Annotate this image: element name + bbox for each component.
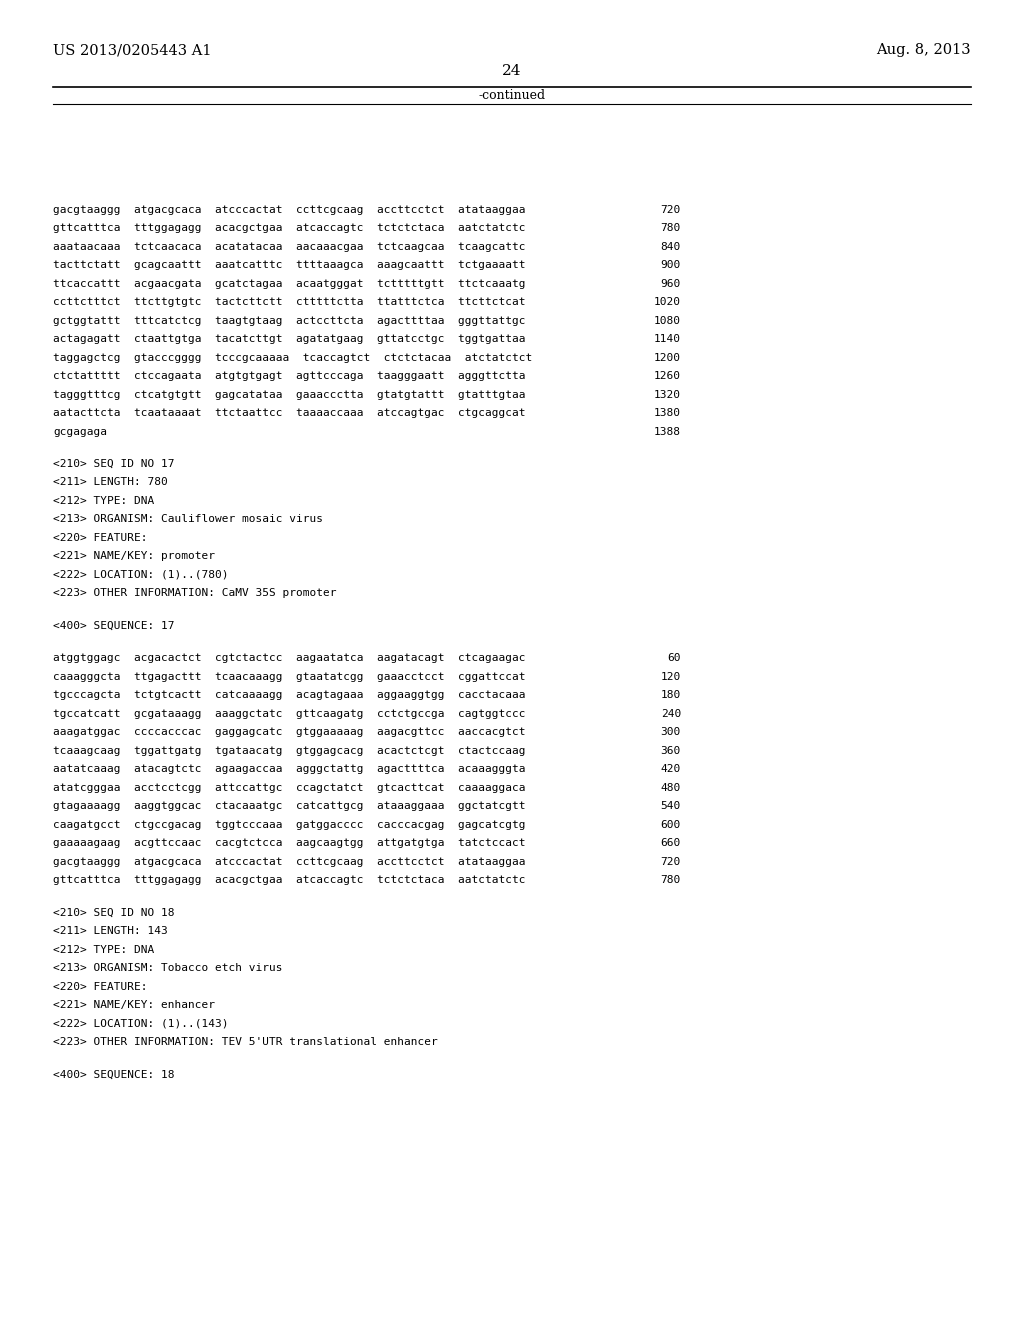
Text: 360: 360 bbox=[660, 746, 681, 756]
Text: 1260: 1260 bbox=[654, 371, 681, 381]
Text: <400> SEQUENCE: 17: <400> SEQUENCE: 17 bbox=[53, 620, 175, 631]
Text: ttcaccattt  acgaacgata  gcatctagaa  acaatgggat  tctttttgtt  ttctcaaatg: ttcaccattt acgaacgata gcatctagaa acaatgg… bbox=[53, 279, 525, 289]
Text: 240: 240 bbox=[660, 709, 681, 718]
Text: <213> ORGANISM: Tobacco etch virus: <213> ORGANISM: Tobacco etch virus bbox=[53, 964, 283, 973]
Text: atatcgggaa  acctcctcgg  attccattgc  ccagctatct  gtcacttcat  caaaaggaca: atatcgggaa acctcctcgg attccattgc ccagcta… bbox=[53, 783, 525, 793]
Text: gtagaaaagg  aaggtggcac  ctacaaatgc  catcattgcg  ataaaggaaa  ggctatcgtt: gtagaaaagg aaggtggcac ctacaaatgc catcatt… bbox=[53, 801, 525, 812]
Text: US 2013/0205443 A1: US 2013/0205443 A1 bbox=[53, 44, 212, 57]
Text: aaataacaaa  tctcaacaca  acatatacaa  aacaaacgaa  tctcaagcaa  tcaagcattc: aaataacaaa tctcaacaca acatatacaa aacaaac… bbox=[53, 242, 525, 252]
Text: 180: 180 bbox=[660, 690, 681, 700]
Text: tgccatcatt  gcgataaagg  aaaggctatc  gttcaagatg  cctctgccga  cagtggtccc: tgccatcatt gcgataaagg aaaggctatc gttcaag… bbox=[53, 709, 525, 718]
Text: 660: 660 bbox=[660, 838, 681, 849]
Text: 60: 60 bbox=[668, 653, 681, 663]
Text: 1200: 1200 bbox=[654, 352, 681, 363]
Text: 720: 720 bbox=[660, 857, 681, 867]
Text: tgcccagcta  tctgtcactt  catcaaaagg  acagtagaaa  aggaaggtgg  cacctacaaa: tgcccagcta tctgtcactt catcaaaagg acagtag… bbox=[53, 690, 525, 700]
Text: taggagctcg  gtacccgggg  tcccgcaaaaa  tcaccagtct  ctctctacaa  atctatctct: taggagctcg gtacccgggg tcccgcaaaaa tcacca… bbox=[53, 352, 532, 363]
Text: gaaaaagaag  acgttccaac  cacgtctcca  aagcaagtgg  attgatgtga  tatctccact: gaaaaagaag acgttccaac cacgtctcca aagcaag… bbox=[53, 838, 525, 849]
Text: 780: 780 bbox=[660, 875, 681, 886]
Text: 960: 960 bbox=[660, 279, 681, 289]
Text: <221> NAME/KEY: enhancer: <221> NAME/KEY: enhancer bbox=[53, 1001, 215, 1010]
Text: caagatgcct  ctgccgacag  tggtcccaaa  gatggacccc  cacccacgag  gagcatcgtg: caagatgcct ctgccgacag tggtcccaaa gatggac… bbox=[53, 820, 525, 830]
Text: 900: 900 bbox=[660, 260, 681, 271]
Text: 1388: 1388 bbox=[654, 426, 681, 437]
Text: -continued: -continued bbox=[478, 88, 546, 102]
Text: <220> FEATURE:: <220> FEATURE: bbox=[53, 982, 147, 991]
Text: <221> NAME/KEY: promoter: <221> NAME/KEY: promoter bbox=[53, 552, 215, 561]
Text: <213> ORGANISM: Cauliflower mosaic virus: <213> ORGANISM: Cauliflower mosaic virus bbox=[53, 515, 324, 524]
Text: 600: 600 bbox=[660, 820, 681, 830]
Text: ccttctttct  ttcttgtgtc  tactcttctt  ctttttctta  ttatttctca  ttcttctcat: ccttctttct ttcttgtgtc tactcttctt ctttttc… bbox=[53, 297, 525, 308]
Text: <223> OTHER INFORMATION: TEV 5'UTR translational enhancer: <223> OTHER INFORMATION: TEV 5'UTR trans… bbox=[53, 1038, 438, 1047]
Text: 1320: 1320 bbox=[654, 389, 681, 400]
Text: <222> LOCATION: (1)..(143): <222> LOCATION: (1)..(143) bbox=[53, 1019, 228, 1028]
Text: 720: 720 bbox=[660, 205, 681, 215]
Text: aaagatggac  ccccacccac  gaggagcatc  gtggaaaaag  aagacgttcc  aaccacgtct: aaagatggac ccccacccac gaggagcatc gtggaaa… bbox=[53, 727, 525, 738]
Text: <222> LOCATION: (1)..(780): <222> LOCATION: (1)..(780) bbox=[53, 570, 228, 579]
Text: <211> LENGTH: 780: <211> LENGTH: 780 bbox=[53, 478, 168, 487]
Text: 840: 840 bbox=[660, 242, 681, 252]
Text: <212> TYPE: DNA: <212> TYPE: DNA bbox=[53, 496, 155, 506]
Text: 300: 300 bbox=[660, 727, 681, 738]
Text: 1140: 1140 bbox=[654, 334, 681, 345]
Text: <400> SEQUENCE: 18: <400> SEQUENCE: 18 bbox=[53, 1069, 175, 1080]
Text: 540: 540 bbox=[660, 801, 681, 812]
Text: ctctattttt  ctccagaata  atgtgtgagt  agttcccaga  taagggaatt  agggttctta: ctctattttt ctccagaata atgtgtgagt agttccc… bbox=[53, 371, 525, 381]
Text: tagggtttcg  ctcatgtgtt  gagcatataa  gaaaccctta  gtatgtattt  gtatttgtaa: tagggtttcg ctcatgtgtt gagcatataa gaaaccc… bbox=[53, 389, 525, 400]
Text: <220> FEATURE:: <220> FEATURE: bbox=[53, 533, 147, 543]
Text: 1380: 1380 bbox=[654, 408, 681, 418]
Text: tcaaagcaag  tggattgatg  tgataacatg  gtggagcacg  acactctcgt  ctactccaag: tcaaagcaag tggattgatg tgataacatg gtggagc… bbox=[53, 746, 525, 756]
Text: gttcatttca  tttggagagg  acacgctgaa  atcaccagtc  tctctctaca  aatctatctc: gttcatttca tttggagagg acacgctgaa atcacca… bbox=[53, 223, 525, 234]
Text: 24: 24 bbox=[502, 65, 522, 78]
Text: <210> SEQ ID NO 18: <210> SEQ ID NO 18 bbox=[53, 908, 175, 917]
Text: atggtggagc  acgacactct  cgtctactcc  aagaatatca  aagatacagt  ctcagaagac: atggtggagc acgacactct cgtctactcc aagaata… bbox=[53, 653, 525, 663]
Text: gacgtaaggg  atgacgcaca  atcccactat  ccttcgcaag  accttcctct  atataaggaa: gacgtaaggg atgacgcaca atcccactat ccttcgc… bbox=[53, 205, 525, 215]
Text: <212> TYPE: DNA: <212> TYPE: DNA bbox=[53, 945, 155, 954]
Text: tacttctatt  gcagcaattt  aaatcatttc  ttttaaagca  aaagcaattt  tctgaaaatt: tacttctatt gcagcaattt aaatcatttc ttttaaa… bbox=[53, 260, 525, 271]
Text: Aug. 8, 2013: Aug. 8, 2013 bbox=[877, 44, 971, 57]
Text: gcgagaga: gcgagaga bbox=[53, 426, 108, 437]
Text: actagagatt  ctaattgtga  tacatcttgt  agatatgaag  gttatcctgc  tggtgattaa: actagagatt ctaattgtga tacatcttgt agatatg… bbox=[53, 334, 525, 345]
Text: aatacttcta  tcaataaaat  ttctaattcc  taaaaccaaa  atccagtgac  ctgcaggcat: aatacttcta tcaataaaat ttctaattcc taaaacc… bbox=[53, 408, 525, 418]
Text: gttcatttca  tttggagagg  acacgctgaa  atcaccagtc  tctctctaca  aatctatctc: gttcatttca tttggagagg acacgctgaa atcacca… bbox=[53, 875, 525, 886]
Text: gctggtattt  tttcatctcg  taagtgtaag  actccttcta  agacttttaa  gggttattgc: gctggtattt tttcatctcg taagtgtaag actcctt… bbox=[53, 315, 525, 326]
Text: 1020: 1020 bbox=[654, 297, 681, 308]
Text: <211> LENGTH: 143: <211> LENGTH: 143 bbox=[53, 927, 168, 936]
Text: 420: 420 bbox=[660, 764, 681, 775]
Text: <223> OTHER INFORMATION: CaMV 35S promoter: <223> OTHER INFORMATION: CaMV 35S promot… bbox=[53, 589, 337, 598]
Text: <210> SEQ ID NO 17: <210> SEQ ID NO 17 bbox=[53, 459, 175, 469]
Text: aatatcaaag  atacagtctc  agaagaccaa  agggctattg  agacttttca  acaaagggta: aatatcaaag atacagtctc agaagaccaa agggcta… bbox=[53, 764, 525, 775]
Text: caaagggcta  ttgagacttt  tcaacaaagg  gtaatatcgg  gaaacctcct  cggattccat: caaagggcta ttgagacttt tcaacaaagg gtaatat… bbox=[53, 672, 525, 681]
Text: 480: 480 bbox=[660, 783, 681, 793]
Text: 780: 780 bbox=[660, 223, 681, 234]
Text: 120: 120 bbox=[660, 672, 681, 681]
Text: 1080: 1080 bbox=[654, 315, 681, 326]
Text: gacgtaaggg  atgacgcaca  atcccactat  ccttcgcaag  accttcctct  atataaggaa: gacgtaaggg atgacgcaca atcccactat ccttcgc… bbox=[53, 857, 525, 867]
